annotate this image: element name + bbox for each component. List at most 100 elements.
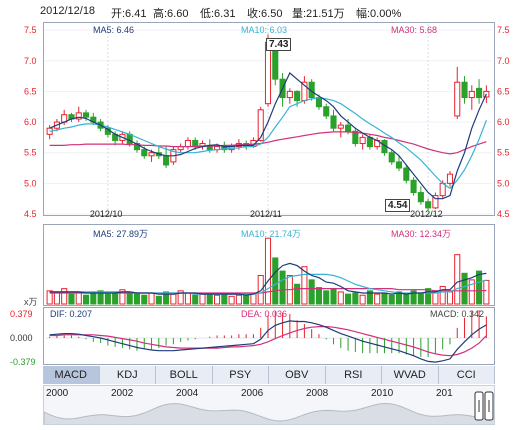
volume-bar [439, 285, 446, 305]
ma5-line [49, 72, 487, 200]
volume-bar [395, 291, 403, 305]
timeline-area [44, 402, 494, 424]
volume-bar [410, 290, 417, 305]
quote-date: 2012/12/18 [40, 5, 96, 17]
candle-down [141, 149, 148, 157]
candle-down [417, 192, 424, 203]
candle-down [330, 115, 337, 129]
volume-bar [177, 290, 184, 305]
timeline-year-label: 201 [436, 388, 453, 399]
volume-bar [366, 290, 373, 305]
volume-bar [141, 294, 148, 305]
volume-bar [192, 294, 199, 305]
volume-bar [155, 295, 162, 305]
timeline-range-handle[interactable] [474, 391, 494, 421]
candle-down [410, 179, 417, 194]
volume-bar [104, 293, 111, 305]
volume-bar [301, 266, 308, 305]
ma10-line [49, 96, 487, 190]
tab-psy[interactable]: PSY [212, 366, 269, 384]
tab-wvad[interactable]: WVAD [382, 366, 439, 384]
timeline-history-sparkline [44, 402, 494, 424]
volume-bar [454, 254, 461, 305]
vol-unit-label: x万 [24, 297, 38, 307]
tab-boll[interactable]: BOLL [156, 366, 213, 384]
candle-up [264, 41, 272, 105]
volume-bar [315, 287, 322, 305]
candle-down [476, 87, 483, 99]
quote-volume: 量:21.51万 [292, 8, 345, 20]
indicator-tabs: MACD KDJ BOLL PSY OBV RSI WVAD CCI [43, 366, 495, 384]
volume-bar [468, 279, 475, 305]
price-chart-panel[interactable] [43, 22, 495, 216]
timeline-navigator[interactable]: 2000 2002 2004 2006 2008 2010 201 [43, 385, 495, 425]
quote-header: 2012/12/18 开:6.41 高:6.60 低:6.31 收:6.50 量… [0, 0, 521, 22]
volume-bar [119, 289, 126, 305]
candle-up [454, 81, 461, 117]
y-tick-left: 6.5 [24, 86, 37, 96]
volume-bar [323, 290, 330, 305]
y-tick-left: 6.0 [24, 117, 37, 127]
candle-up [337, 124, 344, 129]
candle-up [359, 136, 366, 145]
dea-line [49, 326, 487, 357]
candle-down [323, 106, 330, 117]
candle-up [286, 90, 293, 99]
volume-bar [133, 293, 141, 305]
candle-down [294, 90, 301, 102]
y-tick-left: 4.5 [24, 209, 37, 219]
tab-cci[interactable]: CCI [438, 366, 495, 384]
candle-down [388, 152, 395, 163]
volume-bar [345, 293, 352, 305]
y-tick-right: 5.5 [497, 148, 510, 158]
volume-bar [294, 283, 301, 305]
tab-rsi[interactable]: RSI [325, 366, 382, 384]
timeline-year-label: 2004 [176, 388, 199, 399]
macd-label: MACD: 0.342 [430, 309, 485, 319]
vol-ma10-label: MA10: 21.74万 [241, 229, 302, 239]
high-price-marker: 7.43 [266, 38, 292, 51]
candle-down [395, 161, 403, 169]
volume-panel[interactable] [43, 224, 495, 306]
volume-bar [61, 288, 68, 305]
candle-up [184, 139, 191, 148]
candle-down [192, 139, 199, 148]
candle-up [148, 152, 155, 157]
candle-up [468, 90, 475, 99]
macd-panel[interactable] [43, 307, 495, 365]
volume-bar [374, 293, 381, 305]
timeline-year-label: 2010 [371, 388, 394, 399]
volume-bar [337, 291, 344, 305]
candle-down [461, 81, 468, 99]
y-tick-left: 7.5 [24, 25, 37, 35]
volume-bar [82, 294, 90, 305]
candle-up [257, 109, 264, 141]
timeline-year-label: 2006 [241, 388, 264, 399]
volume-bar [228, 295, 235, 305]
ma5-label: MA5: 6.46 [93, 25, 135, 35]
quote-high: 高:6.60 [153, 8, 189, 20]
volume-bar [425, 288, 432, 305]
dea-label: DEA: 0.036 [241, 309, 288, 319]
volume-bar [272, 257, 279, 305]
volume-bar [68, 293, 75, 305]
volume-bar [308, 279, 315, 305]
volume-bar [97, 290, 104, 305]
candle-up [75, 112, 82, 120]
quote-low: 低:6.31 [200, 8, 236, 20]
timeline-year-label: 2002 [111, 388, 134, 399]
x-tick-label: 2012/10 [90, 209, 123, 219]
y-tick-right: 4.5 [497, 209, 510, 219]
quote-close: 收:6.50 [247, 8, 283, 20]
y-tick-left: 5.5 [24, 148, 37, 158]
ma30-line [49, 131, 487, 155]
y-tick-right: 5.0 [497, 178, 510, 188]
timeline-year-label: 2008 [306, 388, 329, 399]
tab-obv[interactable]: OBV [269, 366, 326, 384]
volume-bar [279, 270, 286, 305]
tab-macd[interactable]: MACD [43, 366, 100, 384]
candle-down [425, 201, 432, 209]
volume-bar [163, 291, 170, 305]
tab-kdj[interactable]: KDJ [99, 366, 156, 384]
